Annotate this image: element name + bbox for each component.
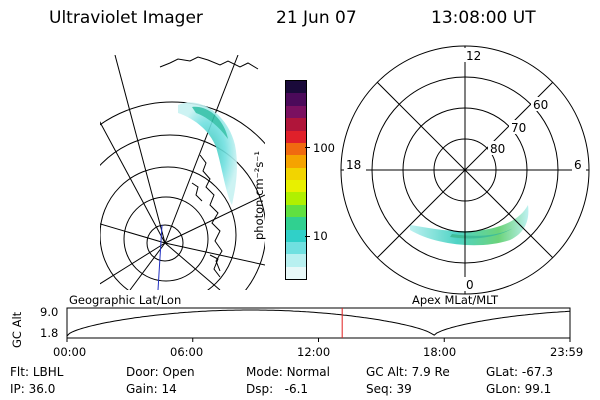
status-gain: Gain: 14	[126, 382, 177, 396]
left-map-caption: Geographic Lat/Lon	[69, 293, 182, 307]
meridian	[100, 223, 166, 244]
meridian	[164, 242, 221, 290]
mlat-circle-outer	[340, 45, 590, 295]
mlt-label-12: 12	[466, 49, 481, 63]
mlt-label-0: 0	[466, 278, 474, 292]
colorbar-band	[286, 192, 306, 205]
aurora-emission	[178, 102, 237, 205]
colorbar-band	[286, 229, 306, 242]
polar-plot: 12 18 6 0 60 70 80	[340, 45, 590, 295]
status-glat: GLat: -67.3	[486, 365, 553, 379]
lat-circle	[100, 134, 265, 290]
colorbar	[285, 80, 307, 280]
coastline	[191, 182, 203, 202]
colorbar-band	[286, 155, 306, 168]
coastline	[199, 154, 223, 272]
timeline-xtick: 23:59	[550, 345, 584, 359]
lat-circle	[100, 166, 237, 290]
colorbar-band	[286, 254, 306, 267]
colorbar-band	[286, 130, 306, 143]
timeline-xtick: 06:00	[170, 345, 204, 359]
colorbar-band	[286, 142, 306, 156]
colorbar-unit-label: photon cm⁻²s⁻¹	[252, 151, 266, 240]
timeline-xtick: 18:00	[423, 345, 457, 359]
lat-circle	[146, 224, 184, 262]
mlat-circle-60	[371, 76, 559, 264]
colorbar-tick-100: 100	[313, 141, 335, 155]
status-gc-alt: GC Alt: 7.9 Re	[366, 365, 450, 379]
altitude-curve	[66, 309, 571, 337]
meridian	[164, 194, 265, 244]
timeline-xtick: 12:00	[297, 345, 331, 359]
status-filter: Flt: LBHL	[10, 365, 64, 379]
date-label: 21 Jun 07	[276, 8, 357, 28]
lat-circle	[123, 196, 209, 282]
colorbar-band	[286, 118, 306, 131]
mlt-label-6: 6	[574, 158, 582, 172]
status-ip: IP: 36.0	[10, 382, 56, 396]
time-label: 13:08:00 UT	[431, 8, 536, 28]
meridian	[164, 242, 265, 266]
colorbar-tick-mark	[305, 236, 310, 237]
colorbar-band	[286, 266, 306, 279]
colorbar-band	[286, 105, 306, 119]
altitude-timeline	[66, 307, 571, 342]
status-seq: Seq: 39	[366, 382, 412, 396]
meridian	[100, 121, 166, 244]
lat-circle	[100, 101, 265, 145]
aurora-oval	[410, 205, 529, 246]
colorbar-tick-10: 10	[313, 229, 328, 243]
coastline	[159, 56, 259, 70]
meridian	[164, 55, 239, 244]
meridian	[100, 242, 166, 285]
mlat-circle-70	[402, 107, 528, 233]
status-door: Door: Open	[126, 365, 195, 379]
colorbar-tick-mark	[305, 147, 310, 148]
colorbar-band	[286, 241, 306, 255]
colorbar-band	[286, 81, 306, 94]
colorbar-band	[286, 217, 306, 230]
colorbar-band	[286, 204, 306, 218]
timeline-ylabel: GC Alt	[10, 311, 24, 348]
meridian	[129, 242, 166, 290]
timeline-ytick-1-8: 1.8	[40, 326, 59, 340]
colorbar-band	[286, 180, 306, 193]
right-map-caption: Apex MLat/MLT	[412, 293, 499, 307]
colorbar-band	[286, 93, 306, 106]
mlat-label-60: 60	[533, 98, 548, 112]
instrument-title: Ultraviolet Imager	[49, 8, 203, 28]
meridian	[114, 55, 166, 244]
status-glon: GLon: 99.1	[486, 382, 552, 396]
mlat-circle-80	[433, 138, 497, 202]
geographic-map	[100, 55, 265, 290]
satellite-track	[157, 224, 163, 290]
status-dsp: Dsp: -6.1	[246, 382, 309, 396]
mlat-label-80: 80	[490, 142, 505, 156]
mlt-label-18: 18	[346, 158, 361, 172]
mlat-label-70: 70	[511, 121, 526, 135]
timeline-xtick: 00:00	[53, 345, 87, 359]
status-mode: Mode: Normal	[246, 365, 330, 379]
timeline-ytick-9: 9.0	[40, 305, 59, 319]
colorbar-band	[286, 167, 306, 180]
coastline	[209, 254, 221, 278]
